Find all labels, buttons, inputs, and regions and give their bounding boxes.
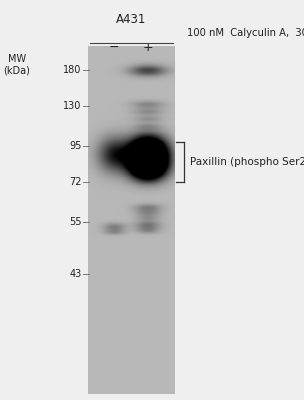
Text: −: − (109, 41, 119, 54)
Text: Paxillin (phospho Ser273): Paxillin (phospho Ser273) (190, 157, 304, 167)
Text: 100 nM  Calyculin A,  30 min: 100 nM Calyculin A, 30 min (187, 28, 304, 38)
Text: 72: 72 (69, 177, 81, 187)
Bar (88, 46, 175, 394)
Text: 95: 95 (69, 141, 81, 151)
Text: +: + (142, 41, 153, 54)
Text: 43: 43 (69, 269, 81, 279)
Text: MW
(kDa): MW (kDa) (3, 54, 30, 76)
Text: 55: 55 (69, 217, 81, 227)
Text: 130: 130 (63, 101, 81, 111)
Text: A431: A431 (116, 13, 146, 26)
Text: 180: 180 (63, 65, 81, 75)
